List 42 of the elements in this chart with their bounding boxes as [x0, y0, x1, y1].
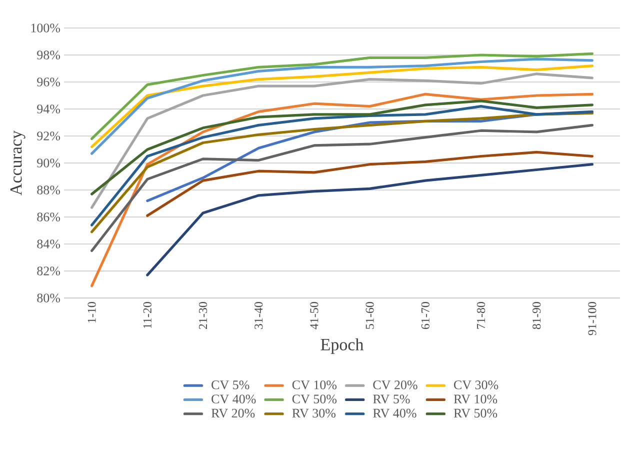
x-tick-label: 81-90	[532, 302, 541, 330]
y-tick-label: 90%	[37, 158, 60, 168]
y-tick-label: 84%	[37, 240, 60, 248]
legend-label: RV 40%	[373, 408, 416, 418]
legend-label: CV 40%	[212, 394, 256, 404]
y-tick-label: 82%	[37, 266, 60, 276]
legend-label: RV 10%	[454, 394, 498, 404]
legend-label: RV 5%	[373, 394, 410, 404]
x-tick-label: 1-10	[88, 302, 96, 322]
y-tick-label: 94%	[37, 104, 60, 114]
x-tick-label: 11-20	[143, 302, 152, 328]
line-series	[90, 100, 594, 196]
legend-label: CV 10%	[292, 380, 337, 390]
y-tick-label: 88%	[37, 186, 60, 194]
x-tick-label: 71-80	[476, 302, 486, 329]
x-tick-label: 41-50	[310, 302, 318, 330]
line-series	[90, 52, 594, 140]
legend-label: CV 5%	[212, 380, 250, 390]
legend-label: CV 30%	[454, 380, 498, 390]
x-tick-label: 91-100	[588, 302, 596, 336]
line-series	[146, 150, 594, 217]
y-tick-label: 98%	[37, 50, 60, 60]
line-series	[90, 72, 594, 209]
x-tick-label: 21-30	[198, 302, 208, 329]
legend-label: CV 50%	[292, 394, 337, 404]
y-tick-label: 80%	[37, 294, 60, 302]
x-tick-label: 51-60	[366, 302, 374, 329]
y-axis-title: Accuracy	[10, 130, 26, 196]
legend-label: RV 50%	[454, 408, 498, 418]
y-tick-label: 86%	[37, 212, 60, 222]
y-tick-label: 96%	[37, 78, 60, 86]
legend-label: CV 20%	[373, 380, 418, 390]
x-tick-label: 61-70	[421, 302, 430, 330]
x-axis-title: Epoch	[320, 338, 364, 354]
legend-label: RV 30%	[292, 408, 336, 418]
line-series	[90, 124, 594, 252]
x-tick-label: 31-40	[254, 302, 263, 329]
legend-label: RV 20%	[211, 408, 255, 418]
line-series	[90, 92, 594, 288]
line-series	[146, 163, 594, 276]
y-tick-label: 92%	[37, 132, 60, 140]
y-tick-label: 100%	[31, 24, 60, 32]
